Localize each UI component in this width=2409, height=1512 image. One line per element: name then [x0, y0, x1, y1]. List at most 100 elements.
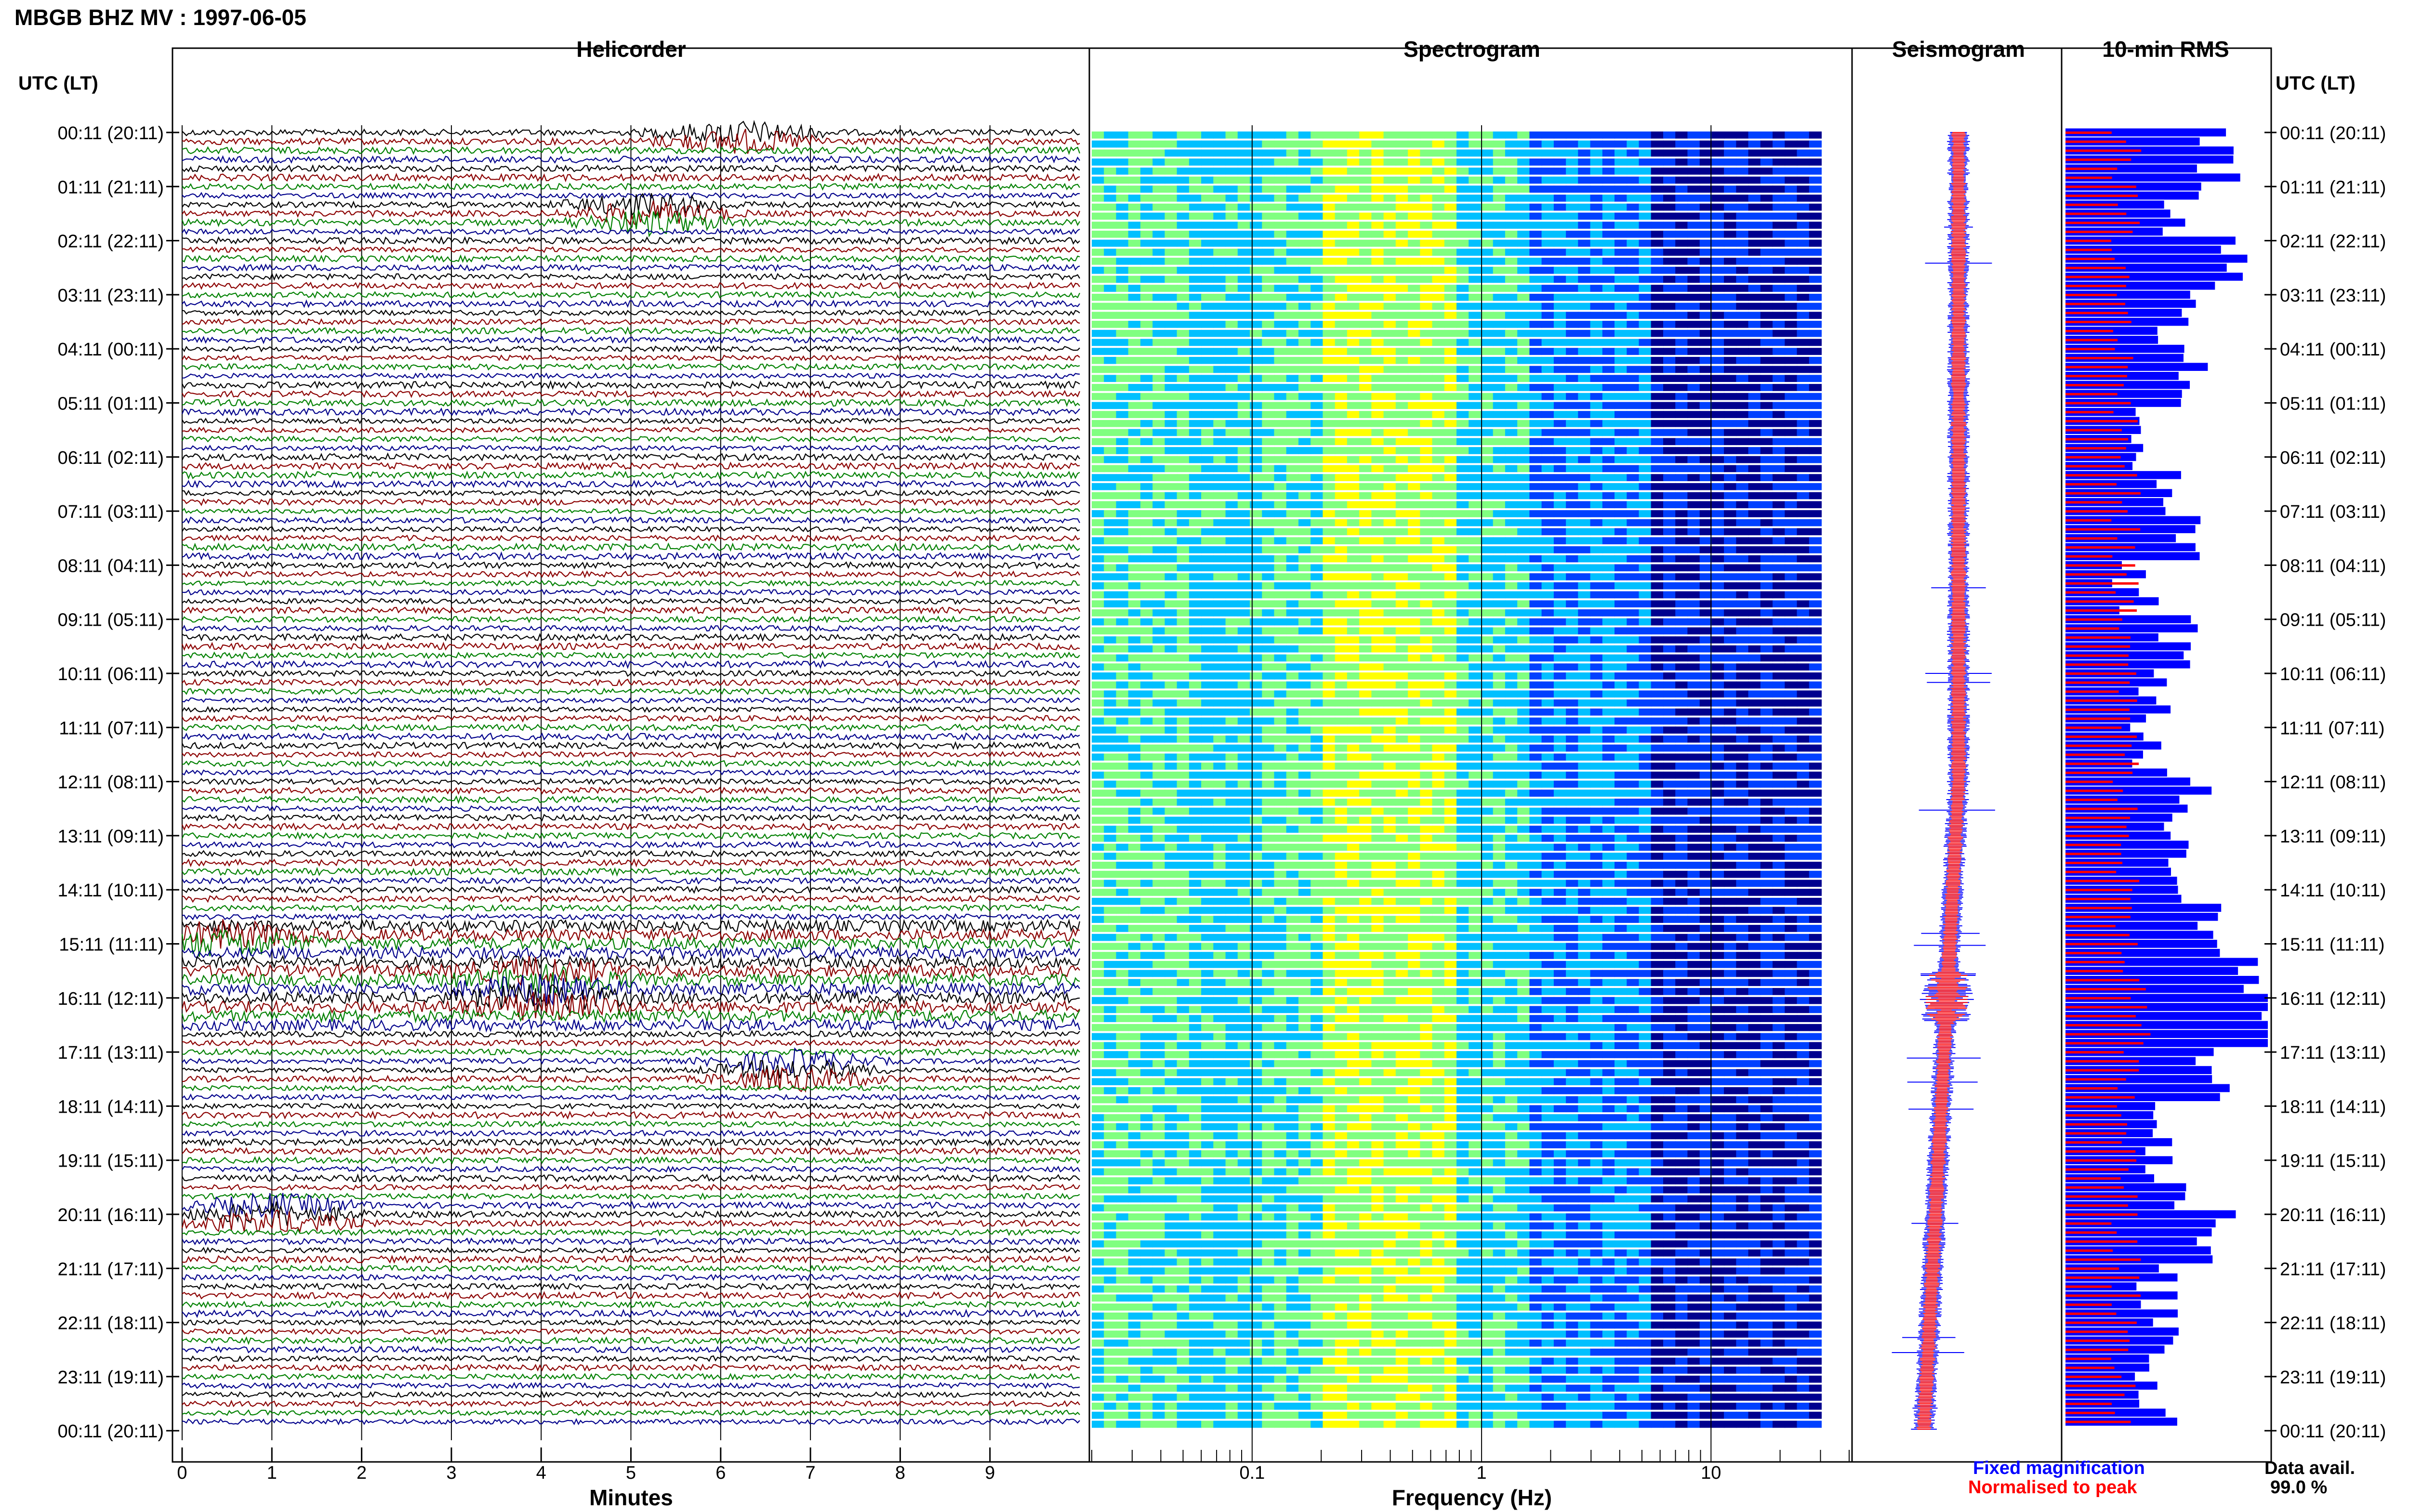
spectrogram-cell: [1250, 736, 1263, 743]
spectrogram-cell: [1748, 230, 1761, 238]
spectrogram-cell: [1237, 726, 1250, 734]
spectrogram-cell: [1298, 510, 1311, 517]
spectrogram-cell: [1286, 618, 1299, 626]
spectrogram-cell: [1177, 789, 1190, 797]
spectrogram-cell: [1773, 176, 1786, 184]
spectrogram-cell: [1736, 744, 1749, 752]
spectrogram-cell: [1371, 276, 1384, 283]
spectrogram-cell: [1152, 826, 1165, 833]
spectrogram-cell: [1177, 618, 1190, 626]
spectrogram-cell: [1675, 465, 1688, 473]
helicorder-trace: [181, 407, 1080, 417]
spectrogram-cell: [1711, 195, 1725, 202]
spectrogram-cell: [1663, 276, 1676, 283]
spectrogram-cell: [1237, 195, 1250, 202]
spectrogram-cell: [1250, 339, 1263, 346]
spectrogram-cell: [1517, 780, 1530, 788]
spectrogram-cell: [1395, 690, 1408, 698]
spectrogram-cell: [1724, 753, 1737, 761]
spectrogram-cell: [1152, 582, 1165, 590]
spectrogram-cell: [1444, 519, 1457, 526]
spectrogram-cell: [1699, 321, 1712, 328]
spectrogram-cell: [1310, 645, 1324, 653]
spectrogram-cell: [1383, 329, 1396, 337]
spectrogram-cell: [1335, 456, 1348, 463]
spectrogram-cell: [1699, 266, 1712, 274]
spectrogram-cell: [1359, 492, 1372, 500]
spectrogram-cell: [1359, 149, 1372, 157]
spectrogram-cell: [1298, 736, 1311, 743]
spectrogram-cell: [1663, 492, 1676, 500]
spectrogram-cell: [1773, 708, 1786, 716]
spectrogram-cell: [1748, 618, 1761, 626]
spectrogram-cell: [1651, 230, 1664, 238]
spectrogram-cell: [1724, 663, 1737, 671]
spectrogram-cell: [1469, 528, 1482, 536]
spectrogram-cell: [1116, 176, 1129, 184]
spectrogram-cell: [1383, 366, 1396, 373]
spectrogram-cell: [1432, 690, 1445, 698]
spectrogram-cell: [1262, 555, 1275, 563]
spectrogram-cell: [1651, 699, 1664, 707]
spectrogram-cell: [1152, 717, 1165, 725]
spectrogram-cell: [1189, 258, 1202, 265]
spectrogram-cell: [1408, 465, 1421, 473]
spectrogram-cell: [1140, 789, 1153, 797]
spectrogram-cell: [1651, 843, 1664, 851]
spectrogram-cell: [1663, 843, 1676, 851]
spectrogram-cell: [1189, 771, 1202, 779]
spectrogram-cell: [1274, 158, 1287, 166]
spectrogram-cell: [1250, 465, 1263, 473]
spectrogram-cell: [1469, 771, 1482, 779]
spectrogram-cell: [1250, 763, 1263, 770]
spectrogram-cell: [1335, 366, 1348, 373]
spectrogram-cell: [1553, 212, 1567, 220]
spectrogram-cell: [1347, 483, 1360, 490]
spectrogram-cell: [1785, 555, 1798, 563]
spectrogram-cell: [1651, 276, 1664, 283]
spectrogram-cell: [1809, 627, 1822, 635]
spectrogram-cell: [1128, 672, 1141, 680]
spectrogram-cell: [1809, 645, 1822, 653]
spectrogram-cell: [1177, 771, 1190, 779]
spectrogram-cell: [1797, 763, 1810, 770]
helicorder-trace: [182, 1291, 1080, 1300]
spectrogram-cell: [1809, 302, 1822, 310]
spectrogram-cell: [1408, 420, 1421, 427]
spectrogram-cell: [1699, 826, 1712, 833]
spectrogram-cell: [1189, 266, 1202, 274]
spectrogram-cell: [1578, 780, 1591, 788]
spectrogram-cell: [1639, 258, 1652, 265]
spectrogram-cell: [1809, 591, 1822, 599]
spectrogram-cell: [1553, 799, 1567, 806]
spectrogram-cell: [1566, 131, 1579, 139]
spectrogram-cell: [1505, 763, 1518, 770]
spectrogram-cell: [1639, 681, 1652, 689]
spectrogram-cell: [1213, 131, 1226, 139]
helicorder-trace: [182, 1192, 1080, 1219]
spectrogram-cell: [1165, 726, 1178, 734]
spectrogram-cell: [1627, 483, 1640, 490]
helicorder-trace: [182, 723, 1080, 732]
spectrogram-cell: [1359, 537, 1372, 544]
spectrogram-cell: [1663, 258, 1676, 265]
spectrogram-cell: [1420, 501, 1433, 509]
spectrogram-cell: [1140, 519, 1153, 526]
spectrogram-cell: [1189, 302, 1202, 310]
spectrogram-cell: [1092, 203, 1105, 211]
spectrogram-cell: [1481, 573, 1494, 580]
spectrogram-cell: [1128, 582, 1141, 590]
spectrogram-cell: [1651, 753, 1664, 761]
spectrogram-cell: [1383, 744, 1396, 752]
spectrogram-cell: [1566, 230, 1579, 238]
spectrogram-cell: [1323, 393, 1336, 400]
spectrogram-cell: [1651, 492, 1664, 500]
spectrogram-cell: [1371, 546, 1384, 553]
spectrogram-cell: [1298, 140, 1311, 148]
spectrogram-cell: [1615, 681, 1628, 689]
spectrogram-cell: [1456, 447, 1469, 454]
spectrogram-cell: [1785, 627, 1798, 635]
spectrogram-cell: [1347, 501, 1360, 509]
spectrogram-cell: [1335, 763, 1348, 770]
spectrogram-cell: [1395, 249, 1408, 256]
